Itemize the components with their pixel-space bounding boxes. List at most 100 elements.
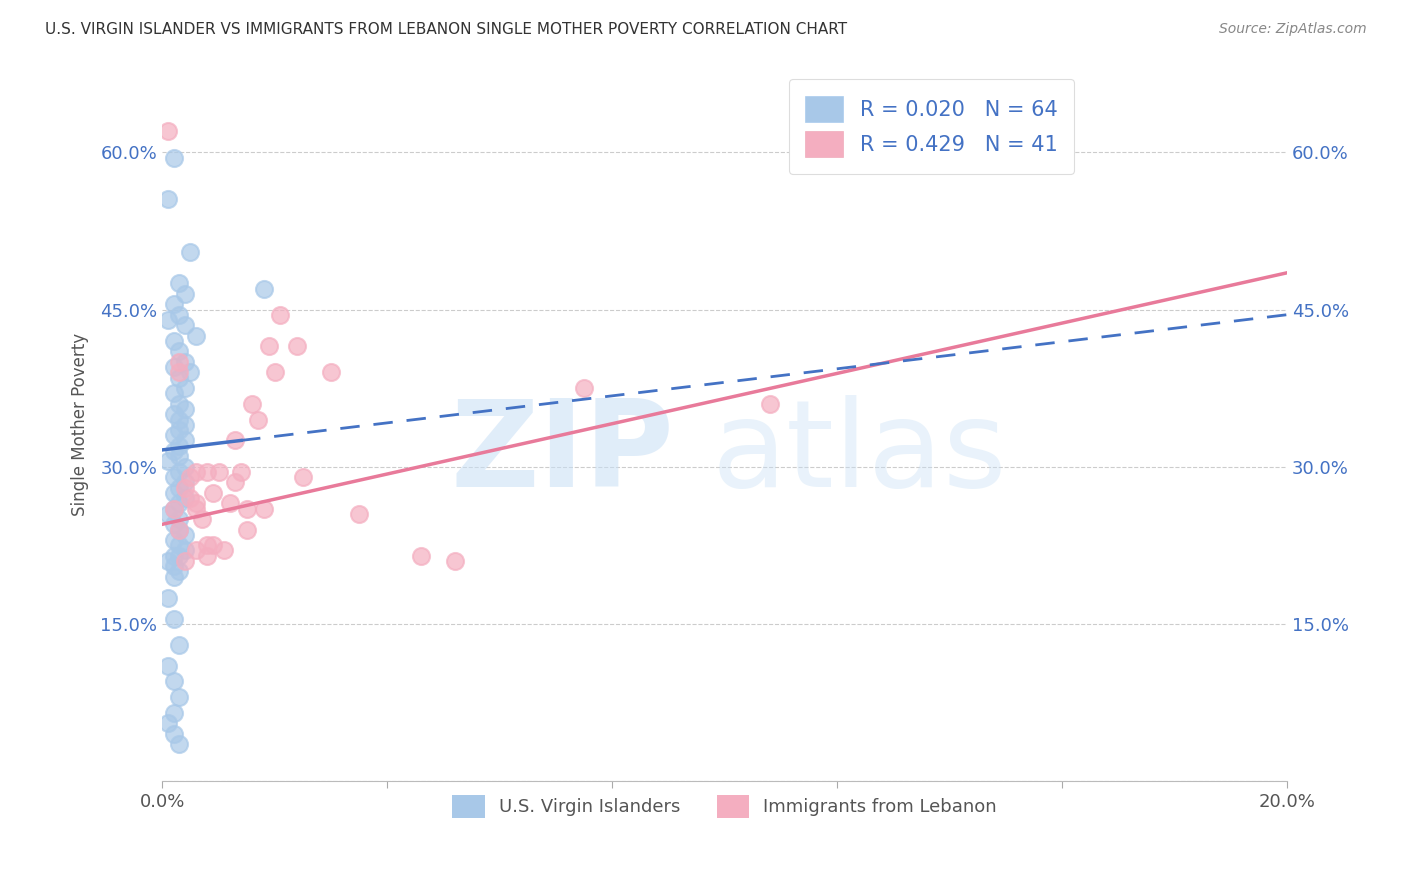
Point bbox=[443, 554, 465, 568]
Point bbox=[201, 486, 224, 500]
Point bbox=[179, 365, 201, 379]
Point bbox=[240, 397, 263, 411]
Point bbox=[173, 417, 195, 432]
Point bbox=[167, 565, 190, 579]
Point bbox=[162, 674, 184, 689]
Point bbox=[173, 554, 195, 568]
Text: ZIP: ZIP bbox=[450, 395, 673, 512]
Point bbox=[162, 559, 184, 574]
Point bbox=[173, 459, 195, 474]
Point bbox=[167, 538, 190, 552]
Point bbox=[156, 124, 179, 138]
Point bbox=[235, 523, 257, 537]
Point bbox=[291, 470, 314, 484]
Text: Source: ZipAtlas.com: Source: ZipAtlas.com bbox=[1219, 22, 1367, 37]
Point bbox=[156, 591, 179, 605]
Point bbox=[758, 397, 780, 411]
Point bbox=[179, 244, 201, 259]
Point bbox=[252, 501, 274, 516]
Point bbox=[409, 549, 432, 563]
Point bbox=[167, 737, 190, 751]
Point bbox=[156, 554, 179, 568]
Point bbox=[319, 365, 342, 379]
Point bbox=[184, 465, 207, 479]
Legend: U.S. Virgin Islanders, Immigrants from Lebanon: U.S. Virgin Islanders, Immigrants from L… bbox=[444, 788, 1004, 825]
Point bbox=[167, 277, 190, 291]
Point bbox=[184, 543, 207, 558]
Point bbox=[156, 716, 179, 731]
Point bbox=[167, 370, 190, 384]
Point bbox=[156, 658, 179, 673]
Point bbox=[173, 318, 195, 333]
Point bbox=[195, 538, 218, 552]
Point bbox=[218, 496, 240, 510]
Point bbox=[162, 549, 184, 563]
Point bbox=[167, 449, 190, 463]
Point bbox=[572, 381, 595, 395]
Point bbox=[246, 412, 269, 426]
Point bbox=[263, 365, 285, 379]
Point bbox=[162, 334, 184, 348]
Text: U.S. VIRGIN ISLANDER VS IMMIGRANTS FROM LEBANON SINGLE MOTHER POVERTY CORRELATIO: U.S. VIRGIN ISLANDER VS IMMIGRANTS FROM … bbox=[45, 22, 848, 37]
Point bbox=[173, 528, 195, 542]
Point bbox=[347, 507, 370, 521]
Point bbox=[162, 470, 184, 484]
Point bbox=[173, 286, 195, 301]
Point bbox=[156, 193, 179, 207]
Point bbox=[162, 428, 184, 442]
Point bbox=[162, 611, 184, 625]
Point bbox=[162, 486, 184, 500]
Point bbox=[173, 475, 195, 490]
Point bbox=[167, 481, 190, 495]
Point bbox=[173, 381, 195, 395]
Point bbox=[173, 402, 195, 417]
Point bbox=[173, 491, 195, 505]
Point bbox=[167, 523, 190, 537]
Point bbox=[167, 512, 190, 526]
Point bbox=[167, 397, 190, 411]
Point bbox=[167, 496, 190, 510]
Point bbox=[156, 454, 179, 468]
Point bbox=[167, 690, 190, 705]
Point bbox=[179, 491, 201, 505]
Point bbox=[162, 386, 184, 401]
Point bbox=[167, 638, 190, 652]
Point bbox=[162, 501, 184, 516]
Point bbox=[184, 501, 207, 516]
Y-axis label: Single Mother Poverty: Single Mother Poverty bbox=[72, 334, 89, 516]
Point bbox=[252, 281, 274, 295]
Point bbox=[184, 496, 207, 510]
Point bbox=[269, 308, 291, 322]
Point bbox=[167, 549, 190, 563]
Point bbox=[162, 517, 184, 532]
Point bbox=[162, 151, 184, 165]
Point bbox=[195, 465, 218, 479]
Point bbox=[162, 570, 184, 584]
Point bbox=[212, 543, 235, 558]
Point bbox=[156, 507, 179, 521]
Point bbox=[173, 481, 195, 495]
Point bbox=[257, 339, 280, 353]
Point bbox=[173, 355, 195, 369]
Point bbox=[167, 344, 190, 359]
Point bbox=[167, 365, 190, 379]
Point bbox=[167, 412, 190, 426]
Point bbox=[173, 543, 195, 558]
Point bbox=[201, 538, 224, 552]
Point bbox=[162, 727, 184, 741]
Point bbox=[156, 313, 179, 327]
Point bbox=[162, 407, 184, 421]
Point bbox=[195, 549, 218, 563]
Point bbox=[167, 423, 190, 437]
Point bbox=[162, 360, 184, 375]
Point bbox=[224, 475, 246, 490]
Point bbox=[285, 339, 308, 353]
Point bbox=[162, 706, 184, 720]
Point bbox=[167, 465, 190, 479]
Point bbox=[173, 434, 195, 448]
Point bbox=[179, 470, 201, 484]
Point bbox=[162, 444, 184, 458]
Point bbox=[162, 297, 184, 311]
Point bbox=[167, 439, 190, 453]
Point bbox=[190, 512, 212, 526]
